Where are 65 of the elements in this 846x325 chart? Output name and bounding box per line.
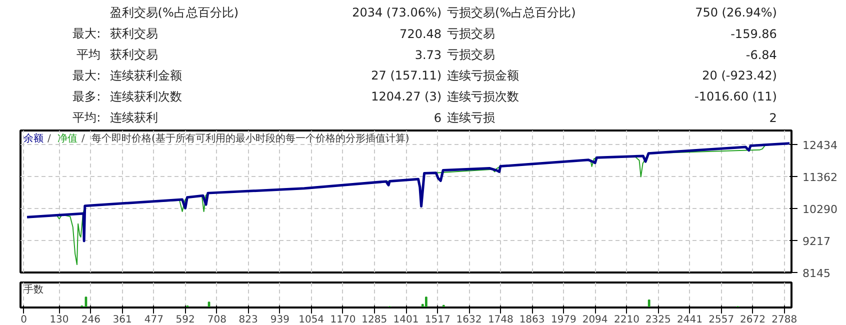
text: 27 (157.11) (371, 68, 442, 82)
annotation: / (48, 134, 52, 144)
text: 平均: (72, 110, 101, 124)
text: 连续亏损 (447, 110, 496, 124)
x-tick-label: 477 (144, 314, 164, 325)
text: 720.48 (400, 27, 442, 41)
x-tick-label: 939 (270, 314, 290, 325)
x-tick-label: 2672 (740, 314, 766, 325)
x-tick-label: 1979 (550, 314, 576, 325)
text: 获利交易 (110, 26, 158, 40)
y-tick-label: 9217 (802, 234, 830, 248)
x-tick-label: 2210 (614, 314, 640, 325)
x-tick-label: 246 (81, 314, 100, 325)
text: 亏损交易 (447, 26, 496, 40)
text: 最多: (72, 90, 101, 104)
x-tick-label: 2094 (582, 314, 608, 325)
x-tick-label: 1285 (362, 314, 388, 325)
text: 获利交易 (110, 48, 158, 62)
x-tick-label: 1863 (519, 314, 545, 325)
text: -159.86 (730, 27, 777, 41)
text: 20 (-923.42) (702, 68, 777, 82)
x-tick-label: 1748 (488, 314, 514, 325)
x-tick-label: 592 (176, 314, 195, 325)
text: 6 (434, 111, 442, 125)
text: 连续获利 (110, 110, 158, 124)
text: 连续亏损金额 (447, 68, 520, 82)
text: 1204.27 (3) (371, 90, 442, 104)
x-tick-label: 708 (207, 314, 226, 325)
text: 最大: (72, 26, 101, 40)
x-tick-label: 2557 (708, 314, 734, 325)
chart-title: 手数 (24, 284, 44, 296)
x-tick-label: 1517 (424, 314, 450, 325)
x-tick-label: 0 (20, 314, 27, 325)
y-tick-label: 10290 (802, 202, 838, 216)
text: 2034 (73.06%) (352, 6, 442, 20)
x-tick-label: 130 (50, 314, 69, 325)
text: 2 (769, 111, 777, 125)
text: 亏损交易(%占总百分比) (447, 6, 576, 20)
text: 亏损交易 (447, 48, 496, 62)
text: 平均 (76, 48, 101, 62)
text: -6.84 (746, 48, 777, 62)
text: 最大: (72, 68, 101, 82)
chart-title: 每个即时价格(基于所有可利用的最小时段的每一个价格的分形插值计算) (92, 132, 410, 144)
text: 连续获利次数 (110, 90, 182, 104)
text: 连续获利金额 (110, 68, 182, 82)
x-tick-label: 361 (112, 314, 132, 325)
text: 连续亏损次数 (447, 90, 520, 104)
x-tick-label: 2788 (772, 314, 798, 325)
y-tick-label: 11362 (802, 170, 838, 184)
text: -1016.60 (11) (694, 90, 777, 104)
text: 750 (26.94%) (695, 6, 777, 20)
x-tick-label: 2441 (677, 314, 702, 325)
y-tick-label: 8145 (802, 267, 830, 280)
x-tick-label: 1401 (393, 314, 419, 325)
y-tick-label: 12434 (802, 138, 838, 152)
text: 余额 (24, 132, 44, 144)
annotation: / (82, 134, 86, 144)
text: 3.73 (414, 48, 442, 62)
text: 盈利交易(%占总百分比) (110, 6, 239, 20)
x-tick-label: 1170 (330, 314, 356, 325)
x-tick-label: 823 (238, 314, 258, 325)
x-tick-label: 1632 (456, 314, 482, 325)
text: 净值 (58, 132, 78, 144)
x-tick-label: 2325 (645, 314, 671, 325)
x-tick-label: 1054 (298, 314, 324, 325)
